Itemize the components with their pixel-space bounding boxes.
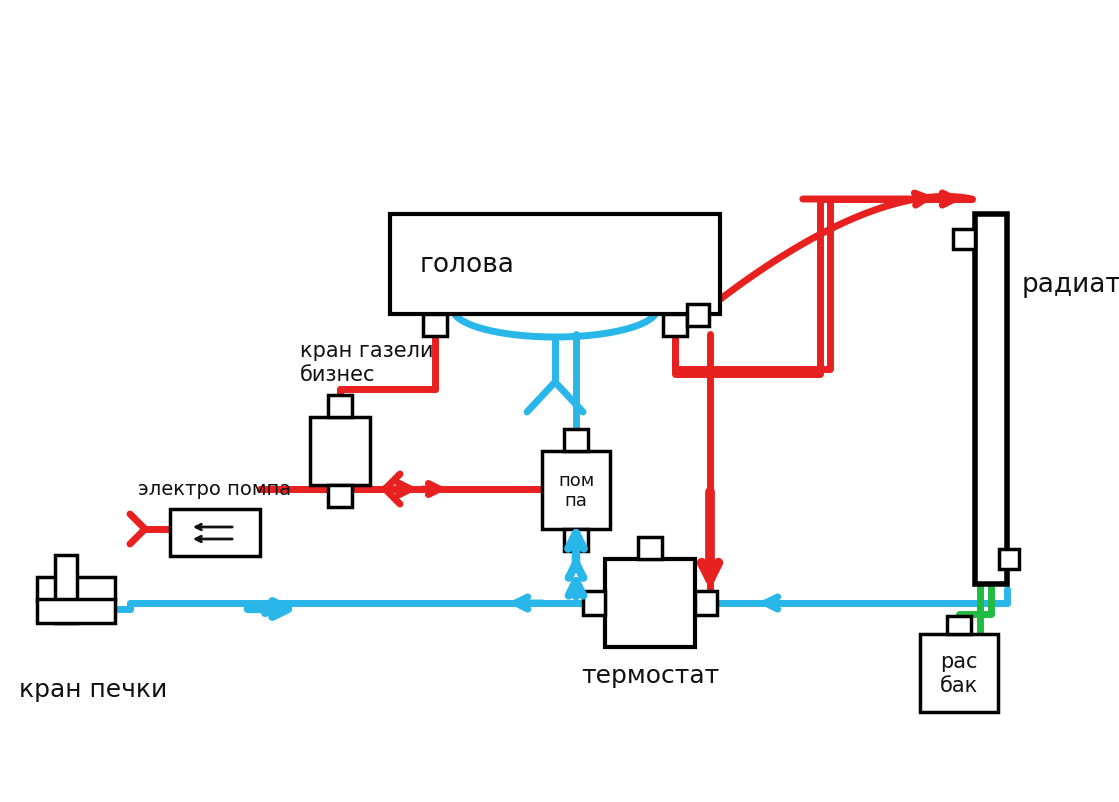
Text: пом
па: пом па [558, 471, 594, 510]
Bar [564, 429, 587, 452]
Text: голова: голова [420, 252, 515, 277]
Bar [687, 305, 709, 326]
Bar [605, 559, 695, 647]
Bar [953, 229, 975, 249]
Text: радиатор: радиатор [1022, 272, 1119, 298]
Bar [920, 634, 998, 712]
Bar [695, 591, 717, 615]
Bar [37, 599, 115, 623]
Bar [662, 314, 687, 337]
Text: рас
бак: рас бак [940, 651, 978, 695]
Text: кран газели
бизнес: кран газели бизнес [300, 341, 433, 384]
Bar [542, 452, 610, 529]
Bar [37, 577, 115, 602]
Bar [328, 485, 352, 508]
Text: кран печки: кран печки [19, 677, 167, 701]
Bar [975, 215, 1007, 585]
Text: электро помпа: электро помпа [139, 480, 292, 499]
Bar [328, 395, 352, 418]
Bar [638, 537, 662, 559]
Bar [310, 418, 370, 485]
Bar [947, 616, 971, 634]
Bar [999, 549, 1019, 569]
Bar [170, 509, 260, 557]
Bar [564, 529, 587, 551]
Bar [391, 215, 720, 314]
Bar [55, 555, 77, 623]
Bar [583, 591, 605, 615]
Text: термостат: термостат [581, 663, 720, 687]
Bar [423, 314, 446, 337]
